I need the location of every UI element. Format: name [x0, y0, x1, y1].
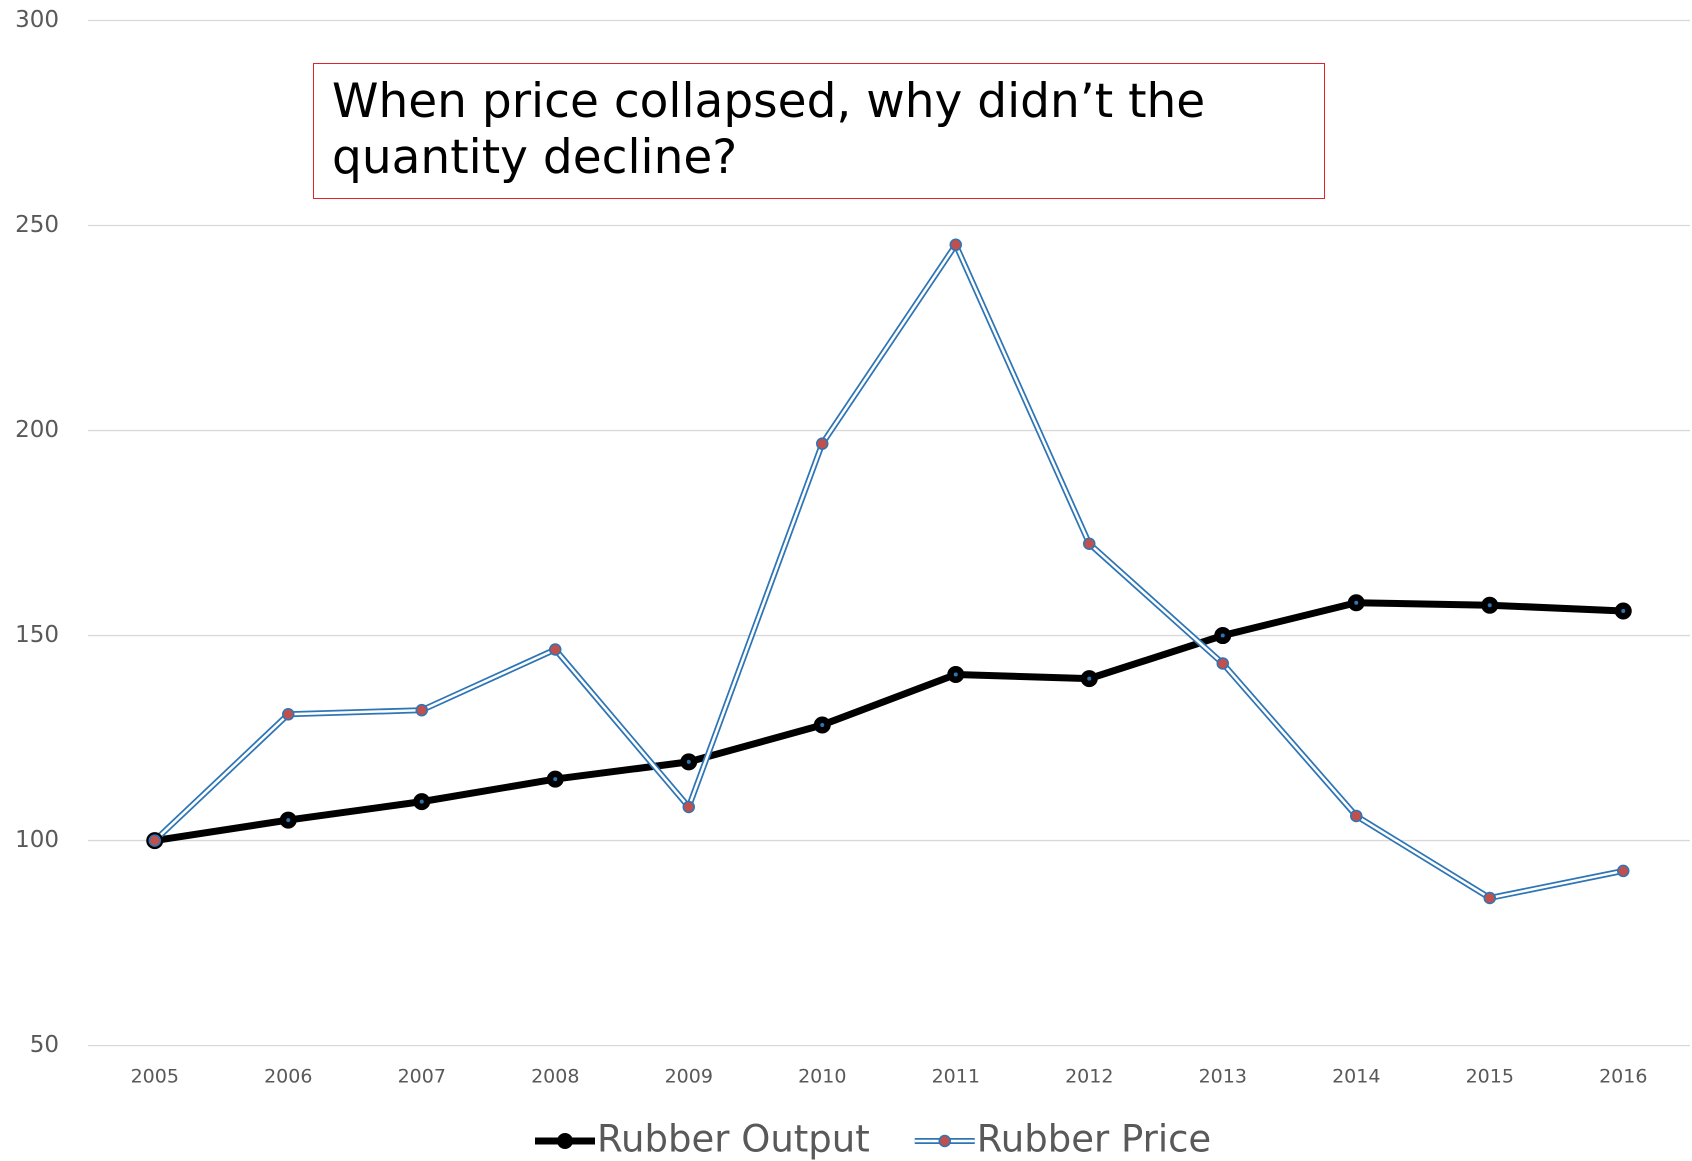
y-tick-label: 200 — [15, 417, 59, 443]
point-center — [1354, 600, 1359, 605]
y-tick-label: 100 — [15, 827, 59, 853]
point-center — [1220, 633, 1225, 638]
point — [682, 800, 695, 814]
series-line-inner — [153, 243, 1624, 900]
point — [949, 238, 962, 252]
point — [1617, 864, 1630, 878]
point-center — [820, 722, 825, 727]
point — [1083, 537, 1096, 550]
legend-marker — [938, 1134, 951, 1148]
point — [816, 437, 829, 450]
point-center — [686, 759, 691, 764]
x-tick-label: 2011 — [932, 1066, 980, 1088]
point-center — [553, 777, 558, 782]
point-center — [1487, 603, 1492, 608]
point — [148, 834, 161, 847]
y-tick-label: 300 — [15, 7, 59, 33]
x-tick-label: 2015 — [1466, 1066, 1514, 1088]
y-tick-label: 250 — [15, 212, 59, 238]
y-tick-label: 50 — [30, 1032, 59, 1058]
point — [282, 708, 295, 721]
series-line — [154, 599, 1624, 845]
point — [415, 703, 428, 717]
point — [1483, 891, 1496, 905]
x-tick-label: 2009 — [665, 1066, 713, 1088]
point-center — [419, 799, 424, 804]
point-center — [1621, 608, 1626, 613]
x-tick-label: 2014 — [1332, 1066, 1380, 1088]
point — [549, 643, 562, 656]
point-center — [953, 672, 958, 677]
x-tick-label: 2016 — [1599, 1066, 1647, 1088]
x-tick-label: 2013 — [1199, 1066, 1247, 1088]
x-tick-label: 2006 — [264, 1066, 312, 1088]
point — [1216, 657, 1229, 670]
x-tick-label: 2005 — [131, 1066, 179, 1088]
x-tick-label: 2010 — [798, 1066, 846, 1088]
point-center — [1087, 676, 1092, 681]
point — [1350, 809, 1363, 823]
legend-label: Rubber Output — [597, 1118, 870, 1161]
annotation: When price collapsed, why didn’t the qua… — [313, 63, 1325, 199]
x-tick-label: 2012 — [1065, 1066, 1113, 1088]
x-tick-label: 2008 — [531, 1066, 579, 1088]
point-center — [286, 818, 291, 823]
legend-label: Rubber Price — [977, 1118, 1211, 1161]
legend-marker — [557, 1133, 573, 1149]
x-tick-label: 2007 — [398, 1066, 446, 1088]
y-tick-label: 150 — [15, 622, 59, 648]
